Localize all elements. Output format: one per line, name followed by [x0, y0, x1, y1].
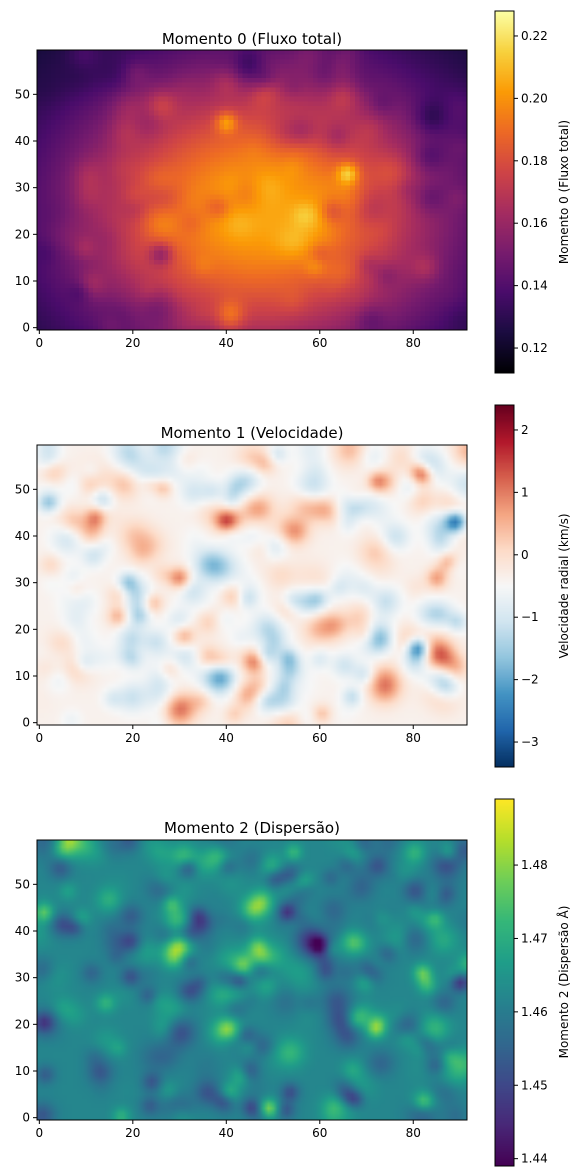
moment0-title: Momento 0 (Fluxo total): [162, 30, 342, 48]
x-tick-label: 80: [406, 1126, 421, 1140]
moment2-y-ticks: 0 10 20 30 40 50: [15, 877, 37, 1125]
y-tick-label: 0: [22, 1111, 30, 1125]
moment1-colorbar-frame: [494, 404, 515, 768]
x-tick-label: 60: [312, 731, 327, 745]
x-tick-label: 20: [125, 1126, 140, 1140]
x-tick-label: 40: [219, 336, 234, 350]
moment0-axes-frame: [36, 49, 468, 331]
moment2-colorbar: 1.44 1.45 1.46 1.47 1.48: [494, 798, 548, 1167]
colorbar-tick-label: −3: [521, 735, 539, 749]
y-tick-label: 50: [15, 87, 30, 101]
y-tick-label: 30: [15, 181, 30, 195]
x-tick-label: 60: [312, 1126, 327, 1140]
colorbar-tick-label: 1.47: [521, 931, 548, 945]
moment2-colorbar-gradient: [495, 799, 514, 1166]
x-tick-label: 0: [36, 1126, 44, 1140]
colorbar-tick-label: 2: [521, 423, 529, 437]
colorbar-tick-label: −2: [521, 673, 539, 687]
colorbar-tick-label: 1.46: [521, 1005, 548, 1019]
moment1-colorbar: −3 −2 −1 0 1 2: [494, 404, 539, 768]
y-tick-label: 30: [15, 576, 30, 590]
y-tick-label: 40: [15, 134, 30, 148]
moment1-y-ticks: 0 10 20 30 40 50: [15, 482, 37, 730]
moment1-title: Momento 1 (Velocidade): [161, 424, 344, 442]
y-tick-label: 20: [15, 227, 30, 241]
moment0-y-ticks: 0 10 20 30 40 50: [15, 87, 37, 335]
moment2-heatmap: [37, 840, 467, 1120]
y-tick-label: 50: [15, 877, 30, 891]
y-tick-label: 50: [15, 482, 30, 496]
y-tick-label: 10: [15, 669, 30, 683]
y-tick-label: 20: [15, 1017, 30, 1031]
moment1-colorbar-gradient: [495, 405, 514, 767]
y-tick-label: 0: [22, 321, 30, 335]
moment0-colorbar: 0.12 0.14 0.16 0.18 0.20 0.22: [494, 10, 548, 374]
moment2-plot-area: 0 20 40 60 80 0 10 20 30 40 50: [15, 839, 468, 1140]
moment0-colorbar-gradient: [495, 11, 514, 373]
moment0-colorbar-label: Momento 0 (Fluxo total): [557, 120, 571, 264]
x-tick-label: 20: [125, 731, 140, 745]
moment2-x-ticks: 0 20 40 60 80: [36, 1120, 421, 1140]
y-tick-label: 40: [15, 529, 30, 543]
moment1-colorbar-ticks: −3 −2 −1 0 1 2: [514, 423, 539, 749]
colorbar-tick-label: 0.18: [521, 154, 548, 168]
x-tick-label: 80: [406, 731, 421, 745]
colorbar-tick-label: 0.16: [521, 216, 548, 230]
colorbar-tick-label: 0.22: [521, 29, 548, 43]
moment2-colorbar-ticks: 1.44 1.45 1.46 1.47 1.48: [514, 858, 548, 1166]
moment0-colorbar-frame: [494, 10, 515, 374]
colorbar-tick-label: −1: [521, 610, 539, 624]
moment1-panel: Momento 1 (Velocidade) 0 20 40 60 80 0102030…: [15, 404, 571, 768]
y-tick-label: 0: [22, 716, 30, 730]
colorbar-tick-label: 1.48: [521, 858, 548, 872]
moment0-panel: Momento 0 (Fluxo total) 0 20 40 60 80 0 10 20 3…: [15, 10, 571, 374]
y-tick-label: 40: [15, 924, 30, 938]
colorbar-tick-label: 1.45: [521, 1078, 548, 1092]
colorbar-tick-label: 0.20: [521, 91, 548, 105]
moment2-title: Momento 2 (Dispersão): [164, 819, 340, 837]
colorbar-tick-label: 1.44: [521, 1152, 548, 1166]
colorbar-tick-label: 0.12: [521, 341, 548, 355]
x-tick-label: 20: [125, 336, 140, 350]
x-tick-label: 40: [219, 731, 234, 745]
moment2-axes-frame: [36, 839, 468, 1121]
x-tick-label: 40: [219, 1126, 234, 1140]
colorbar-tick-label: 0.14: [521, 279, 548, 293]
colorbar-tick-label: 0: [521, 548, 529, 562]
moment0-colorbar-ticks: 0.12 0.14 0.16 0.18 0.20 0.22: [514, 29, 548, 355]
y-tick-label: 10: [15, 274, 30, 288]
moment0-x-ticks: 0 20 40 60 80: [36, 330, 421, 350]
moment0-heatmap: [37, 50, 467, 330]
colorbar-tick-label: 1: [521, 485, 529, 499]
moment2-panel: Momento 2 (Dispersão) 0 20 40 60 80 0 10 20 30 4…: [15, 798, 571, 1167]
moment2-colorbar-label: Momento 2 (Dispersão Å): [556, 906, 571, 1059]
moment1-axes-frame: [36, 444, 468, 726]
moment1-colorbar-label: Velocidade radial (km/s): [557, 513, 571, 658]
y-tick-label: 20: [15, 622, 30, 636]
x-tick-label: 0: [36, 336, 44, 350]
moment1-heatmap: [37, 445, 467, 725]
moment0-plot-area: 0 20 40 60 80 0 10 20 30 40 50: [15, 49, 468, 350]
y-tick-label: 30: [15, 971, 30, 985]
y-tick-label: 10: [15, 1064, 30, 1078]
x-tick-label: 80: [406, 336, 421, 350]
x-tick-label: 60: [312, 336, 327, 350]
moment1-x-ticks: 0 20 40 60 80: [36, 725, 421, 745]
moment2-colorbar-frame: [494, 798, 515, 1167]
x-tick-label: 0: [36, 731, 44, 745]
moment1-plot-area: 0 20 40 60 80 0 10 20 30 40 50: [15, 444, 468, 745]
